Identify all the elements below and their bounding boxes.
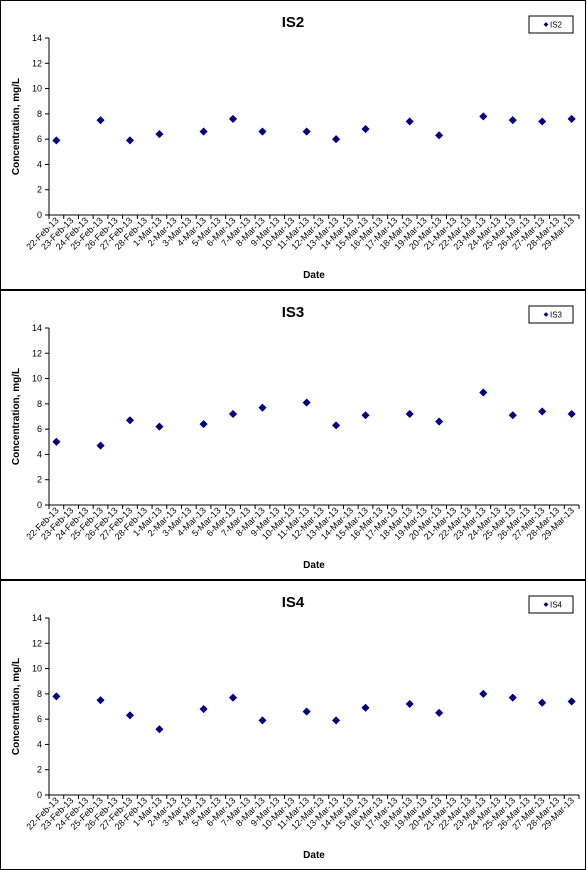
data-point	[52, 437, 61, 446]
data-point	[508, 693, 517, 702]
y-tick-label: 8	[37, 399, 42, 409]
data-point	[199, 704, 208, 714]
data-point	[405, 117, 414, 126]
data-point	[567, 409, 576, 419]
data-point	[434, 131, 444, 140]
legend-box	[528, 595, 574, 614]
y-tick-label: 6	[37, 424, 42, 434]
y-axis-label: Concentration, mg/L	[11, 658, 22, 755]
y-axis-label: Concentration, mg/L	[11, 368, 22, 465]
data-point	[228, 409, 238, 419]
chart-is2: IS20246810121422-Feb-1323-Feb-1324-Feb-1…	[11, 14, 580, 281]
data-point	[508, 411, 517, 420]
y-tick-label: 10	[32, 374, 42, 384]
data-point	[96, 441, 105, 450]
y-tick-label: 6	[37, 714, 42, 724]
y-tick-label: 8	[37, 689, 42, 699]
chart-title: IS3	[282, 304, 305, 321]
chart-is4: IS40246810121422-Feb-1323-Feb-1324-Feb-1…	[11, 594, 580, 861]
legend-label: IS2	[550, 21, 563, 30]
data-point	[479, 388, 488, 397]
legend-marker	[543, 22, 549, 27]
data-point	[331, 134, 341, 144]
data-point	[508, 116, 517, 125]
data-point	[258, 127, 267, 136]
y-tick-label: 4	[37, 449, 42, 459]
data-point	[258, 403, 267, 412]
data-point	[361, 124, 370, 134]
data-point	[361, 411, 370, 420]
data-point	[96, 696, 105, 705]
y-tick-label: 2	[37, 765, 42, 775]
chart-panel-is2: IS2 0 2 4 6 8 10 12 14 22-Feb-13 23-Feb-13 24-Feb-1…	[0, 0, 586, 290]
chart-panel-is3: IS3 0 2 4 6 8 10 12 14 22-Feb-13 23-Feb-13 24-Feb-1…	[0, 290, 586, 580]
data-point	[125, 711, 135, 720]
y-tick-label: 14	[32, 613, 42, 623]
data-point	[228, 693, 238, 702]
legend: IS4	[528, 595, 574, 614]
y-tick-label: 6	[37, 134, 42, 144]
data-point	[155, 129, 164, 139]
y-axis-label: Concentration, mg/L	[11, 78, 22, 175]
legend-marker	[543, 602, 549, 607]
data-point	[538, 117, 547, 126]
data-point	[199, 419, 208, 429]
y-tick-label: 8	[37, 109, 42, 119]
chart-title: IS4	[282, 594, 305, 611]
y-tick-label: 10	[32, 84, 42, 94]
data-point	[405, 409, 414, 419]
y-tick-label: 4	[37, 159, 42, 169]
y-tick-label: 12	[32, 58, 42, 68]
x-axis-label: Date	[303, 560, 325, 571]
data-point	[125, 416, 135, 425]
data-point	[538, 407, 547, 416]
data-point	[199, 127, 208, 136]
y-tick-label: 10	[32, 664, 42, 674]
data-point	[479, 689, 488, 699]
data-point	[96, 116, 105, 125]
data-point	[405, 699, 414, 709]
legend: IS2	[528, 15, 574, 34]
chart-panel-is4: IS4 0 2 4 6 8 10 12 14 22-Feb-13 23-Feb-13 24-Feb-1…	[0, 580, 586, 870]
y-tick-label: 2	[37, 185, 42, 195]
chart-is3: IS30246810121422-Feb-1323-Feb-1324-Feb-1…	[11, 304, 580, 571]
data-point	[538, 698, 547, 707]
data-point	[258, 716, 267, 725]
data-point	[228, 114, 238, 124]
y-tick-label: 0	[37, 790, 42, 800]
data-point	[302, 398, 311, 407]
data-point	[434, 708, 444, 717]
data-point	[155, 422, 164, 431]
data-point	[361, 703, 370, 712]
y-tick-label: 2	[37, 475, 42, 485]
legend-label: IS3	[550, 311, 563, 320]
data-point	[52, 136, 61, 145]
data-point	[125, 136, 135, 145]
y-tick-label: 12	[32, 638, 42, 648]
y-tick-label: 12	[32, 348, 42, 358]
data-point	[434, 417, 444, 426]
data-point	[302, 707, 311, 716]
legend-box	[528, 305, 574, 324]
data-point	[567, 114, 576, 124]
chart-title: IS2	[282, 14, 305, 31]
data-point	[302, 127, 311, 136]
data-point	[331, 421, 341, 430]
legend-box	[528, 15, 574, 34]
y-tick-label: 0	[37, 500, 42, 510]
x-axis-label: Date	[303, 270, 325, 281]
data-point	[52, 692, 61, 701]
data-point	[155, 725, 164, 734]
y-tick-label: 4	[37, 739, 42, 749]
legend: IS3	[528, 305, 574, 324]
x-axis-label: Date	[303, 850, 325, 861]
y-tick-label: 0	[37, 210, 42, 220]
y-tick-label: 14	[32, 33, 42, 43]
y-tick-label: 14	[32, 323, 42, 333]
data-point	[331, 716, 341, 725]
data-point	[479, 112, 488, 121]
legend-label: IS4	[550, 601, 563, 610]
data-point	[567, 697, 576, 706]
